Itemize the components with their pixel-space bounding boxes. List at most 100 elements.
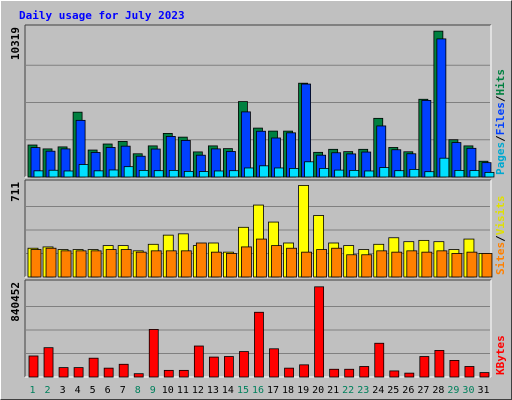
bar-kbytes bbox=[58, 367, 69, 378]
x-tick-label: 21 bbox=[327, 385, 339, 396]
bar-sites bbox=[120, 249, 132, 278]
bar-pages bbox=[168, 170, 179, 178]
x-tick-label: 1 bbox=[30, 385, 36, 396]
x-tick-label: 2 bbox=[45, 385, 51, 396]
bar-files bbox=[421, 100, 432, 178]
legend-entry: Visits bbox=[494, 196, 507, 236]
bar-kbytes bbox=[208, 356, 219, 378]
bar-sites bbox=[406, 250, 418, 278]
bar-pages bbox=[454, 170, 465, 178]
x-tick-label: 11 bbox=[177, 385, 189, 396]
bar-kbytes bbox=[239, 351, 249, 378]
x-tick-label: 28 bbox=[432, 385, 444, 396]
x-tick-label: 17 bbox=[267, 385, 279, 396]
bar-sites bbox=[226, 253, 237, 278]
chart-title: Daily usage for July 2023 bbox=[19, 9, 185, 22]
bar-kbytes bbox=[419, 356, 430, 378]
bar-kbytes bbox=[464, 366, 475, 378]
bar-files bbox=[436, 38, 447, 178]
bar-pages bbox=[153, 170, 164, 178]
x-tick-label: 14 bbox=[222, 385, 234, 396]
bar-kbytes bbox=[178, 369, 189, 378]
bar-kbytes bbox=[449, 360, 460, 378]
x-tick-label: 24 bbox=[372, 385, 384, 396]
bar-pages bbox=[424, 171, 435, 178]
x-tick-label: 31 bbox=[477, 385, 489, 396]
x-tick-label: 3 bbox=[60, 385, 66, 396]
bar-kbytes bbox=[254, 311, 264, 378]
bar-pages bbox=[183, 171, 194, 178]
x-tick-label: 20 bbox=[312, 385, 324, 396]
bar-pages bbox=[93, 170, 104, 178]
max-value-label: 840452 bbox=[9, 282, 22, 322]
bar-pages bbox=[409, 168, 420, 178]
bar-sites bbox=[376, 250, 388, 278]
x-tick-label: 8 bbox=[135, 385, 141, 396]
bar-sites bbox=[316, 249, 328, 278]
bar-sites bbox=[301, 251, 312, 278]
x-tick-label: 15 bbox=[237, 385, 249, 396]
bar-pages bbox=[484, 172, 495, 178]
bar-kbytes bbox=[224, 356, 234, 378]
bar-kbytes bbox=[163, 369, 174, 378]
x-tick-label: 9 bbox=[150, 385, 156, 396]
bar-pages bbox=[439, 157, 450, 178]
max-value-label: 711 bbox=[9, 182, 22, 202]
bar-sites bbox=[45, 247, 57, 278]
panel-kbytes: 840452 KBytes bbox=[9, 279, 507, 378]
bar-sites bbox=[421, 251, 433, 278]
x-tick-label: 27 bbox=[417, 385, 429, 396]
x-tick-label: 16 bbox=[252, 385, 264, 396]
bar-sites bbox=[195, 242, 207, 278]
bar-pages bbox=[364, 170, 375, 178]
bar-pages bbox=[259, 165, 269, 178]
legend: KBytes bbox=[494, 335, 507, 375]
bar-kbytes bbox=[133, 373, 144, 378]
bar-pages bbox=[63, 170, 74, 178]
bar-kbytes bbox=[374, 342, 385, 378]
x-tick-label: 23 bbox=[357, 385, 369, 396]
bar-sites bbox=[286, 247, 297, 278]
legend-entry: Files bbox=[494, 102, 507, 135]
bar-kbytes bbox=[404, 372, 415, 378]
bar-kbytes bbox=[28, 355, 39, 378]
bar-sites bbox=[466, 251, 478, 278]
bar-sites bbox=[256, 238, 267, 278]
x-tick-label: 26 bbox=[402, 385, 414, 396]
bar-pages bbox=[229, 170, 239, 178]
legend: Sites/Visits bbox=[494, 196, 507, 276]
bar-sites bbox=[346, 254, 358, 278]
bar-kbytes bbox=[389, 370, 400, 378]
panel-hits-files-pages: 10319 Pages/Files/Hits bbox=[9, 24, 507, 178]
x-tick-label: 12 bbox=[192, 385, 204, 396]
bar-pages bbox=[394, 170, 405, 178]
bar-pages bbox=[138, 170, 149, 178]
bar-sites bbox=[150, 250, 162, 278]
legend-entry: Hits bbox=[494, 69, 507, 96]
bar-kbytes bbox=[43, 347, 54, 378]
bar-pages bbox=[304, 161, 314, 178]
x-tick-label: 6 bbox=[105, 385, 111, 396]
bar-sites bbox=[391, 251, 403, 278]
bar-pages bbox=[289, 167, 299, 178]
legend: Pages/Files/Hits bbox=[494, 69, 507, 175]
bar-kbytes bbox=[329, 368, 340, 378]
bar-kbytes bbox=[284, 367, 294, 378]
bar-sites bbox=[90, 250, 102, 278]
legend-entry: / bbox=[494, 235, 507, 242]
bar-sites bbox=[451, 253, 463, 278]
bar-sites bbox=[105, 249, 117, 278]
bar-sites bbox=[60, 250, 72, 278]
bar-kbytes bbox=[88, 357, 99, 378]
bar-sites bbox=[180, 250, 192, 278]
bar-pages bbox=[78, 164, 89, 178]
max-value-label: 10319 bbox=[9, 27, 22, 60]
bar-kbytes bbox=[73, 367, 84, 378]
bar-pages bbox=[33, 170, 44, 178]
bar-pages bbox=[244, 167, 254, 178]
x-tick-label: 18 bbox=[282, 385, 294, 396]
legend-entry: KBytes bbox=[494, 335, 507, 375]
legend-entry: / bbox=[494, 95, 507, 102]
bar-files bbox=[241, 111, 251, 178]
